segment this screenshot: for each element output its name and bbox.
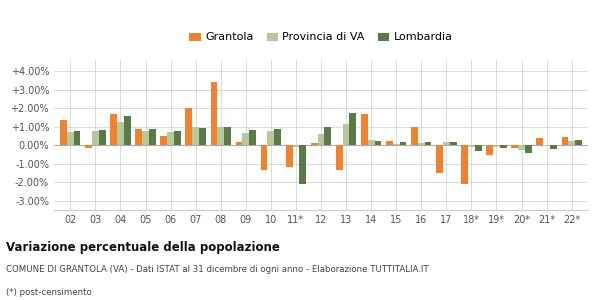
Bar	[343, 124, 349, 145]
Bar	[562, 137, 568, 145]
Text: Variazione percentuale della popolazione: Variazione percentuale della popolazione	[6, 242, 280, 254]
Bar	[450, 142, 457, 145]
Bar	[99, 130, 106, 145]
Bar	[224, 127, 231, 145]
Bar	[349, 113, 356, 145]
Bar	[411, 127, 418, 145]
Bar	[475, 145, 482, 151]
Bar	[436, 145, 443, 173]
Text: (*) post-censimento: (*) post-censimento	[6, 288, 92, 297]
Bar	[268, 131, 274, 145]
Bar	[286, 145, 293, 167]
Bar	[461, 145, 468, 184]
Bar	[124, 116, 131, 145]
Bar	[274, 129, 281, 145]
Bar	[85, 145, 92, 148]
Bar	[550, 145, 557, 149]
Bar	[185, 108, 192, 145]
Bar	[518, 145, 525, 150]
Legend: Grantola, Provincia di VA, Lombardia: Grantola, Provincia di VA, Lombardia	[185, 28, 457, 47]
Text: COMUNE DI GRANTOLA (VA) - Dati ISTAT al 31 dicembre di ogni anno - Elaborazione : COMUNE DI GRANTOLA (VA) - Dati ISTAT al …	[6, 266, 428, 274]
Bar	[500, 145, 506, 148]
Bar	[511, 145, 518, 148]
Bar	[418, 143, 425, 145]
Bar	[136, 128, 142, 145]
Bar	[400, 142, 406, 145]
Bar	[142, 131, 149, 145]
Bar	[425, 142, 431, 145]
Bar	[575, 140, 582, 145]
Bar	[361, 114, 368, 145]
Bar	[299, 145, 306, 184]
Bar	[60, 120, 67, 145]
Bar	[211, 82, 217, 145]
Bar	[317, 134, 325, 145]
Bar	[443, 142, 450, 145]
Bar	[293, 145, 299, 147]
Bar	[525, 145, 532, 153]
Bar	[374, 141, 381, 145]
Bar	[242, 133, 249, 145]
Bar	[192, 127, 199, 145]
Bar	[236, 142, 242, 145]
Bar	[67, 132, 74, 145]
Bar	[149, 129, 155, 145]
Bar	[468, 145, 475, 147]
Bar	[368, 140, 374, 145]
Bar	[249, 130, 256, 145]
Bar	[261, 145, 268, 170]
Bar	[167, 132, 174, 145]
Bar	[217, 127, 224, 145]
Bar	[92, 131, 99, 145]
Bar	[74, 131, 80, 145]
Bar	[160, 136, 167, 145]
Bar	[386, 142, 393, 145]
Bar	[493, 145, 500, 147]
Bar	[543, 145, 550, 146]
Bar	[117, 122, 124, 145]
Bar	[487, 145, 493, 155]
Bar	[110, 114, 117, 145]
Bar	[199, 128, 206, 145]
Bar	[393, 144, 400, 145]
Bar	[568, 141, 575, 145]
Bar	[536, 138, 543, 145]
Bar	[174, 131, 181, 145]
Bar	[336, 145, 343, 170]
Bar	[325, 127, 331, 145]
Bar	[311, 143, 317, 145]
